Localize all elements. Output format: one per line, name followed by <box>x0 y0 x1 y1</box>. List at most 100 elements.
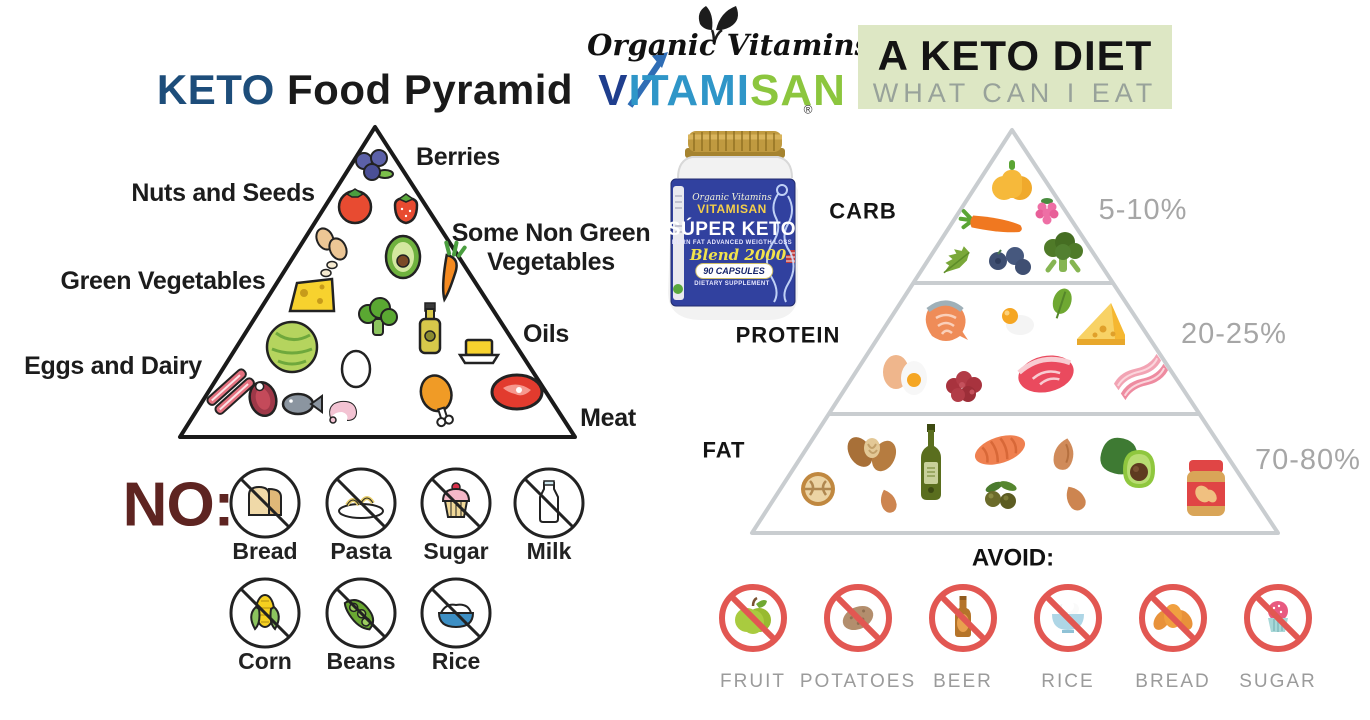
right-title-box <box>858 25 1172 109</box>
raspberry-icon <box>1035 198 1059 225</box>
label-meat: Meat <box>580 403 636 432</box>
bottle-blend: Blend 2000 <box>689 246 787 264</box>
left-title-rest: Food Pyramid <box>287 65 574 113</box>
no-rice-badge <box>420 577 492 649</box>
bottle-supplement-note: DIETARY SUPPLEMENT <box>694 281 770 287</box>
avoid-label-beer: BEER <box>933 671 993 693</box>
avoid-label-rice: RICE <box>1041 671 1095 693</box>
registered-mark: ® <box>803 102 813 117</box>
left-title-highlight: KETO <box>156 65 275 113</box>
brand-tagline: Organic Vitamins <box>587 27 871 62</box>
avoid-label-bread: BREAD <box>1135 671 1211 693</box>
avoid-label-fruit: FRUIT <box>720 671 786 693</box>
blueberries-icon <box>355 149 394 181</box>
salmon-fillet-icon <box>974 435 1026 465</box>
olive-oil-bottle-icon <box>921 424 941 500</box>
bottle-subline: BURN FAT ADVANCED WEIGTH LOSS <box>671 240 793 246</box>
avoid-rice-badge <box>1034 584 1102 652</box>
oil-bottle-icon <box>418 302 442 355</box>
label-nongreen-2: Vegetables <box>487 247 615 276</box>
avoid-heading: AVOID: <box>971 544 1055 572</box>
walnut-icon <box>801 472 835 506</box>
left-title: KETO Food Pyramid <box>156 65 574 113</box>
strawberry-icon <box>393 193 419 225</box>
bacon-icon <box>206 368 255 415</box>
ground-meat-icon <box>946 371 982 402</box>
logo-leaf-icon <box>698 6 738 45</box>
no-corn-badge <box>229 577 301 649</box>
bottle-tagline: Organic Vitamins <box>692 193 772 203</box>
tier-protein-label: PROTEIN <box>735 322 841 348</box>
bottle-product-name: SÚPER KETO <box>667 219 797 240</box>
banned-label-milk: Milk <box>526 537 572 564</box>
right-subtitle: WHAT CAN I EAT <box>872 77 1158 108</box>
shrimp-icon <box>329 400 358 424</box>
brand-v: V <box>598 65 629 115</box>
carrot-icon <box>441 240 467 303</box>
chicken-leg-icon <box>419 374 454 428</box>
no-beans-badge <box>325 577 397 649</box>
butter-icon <box>457 338 501 365</box>
banned-label-rice: Rice <box>431 647 481 674</box>
tier-fat-pct: 70-80% <box>1255 443 1361 476</box>
avoid-beer-badge <box>929 584 997 652</box>
silhouette-icon <box>766 184 795 303</box>
label-oils: Oils <box>522 319 570 348</box>
tier-carb-pct: 5-10% <box>1098 193 1188 226</box>
banned-label-beans: Beans <box>326 647 396 674</box>
almond2-icon <box>1066 486 1086 511</box>
tier-carb-label: CARB <box>829 198 897 224</box>
banned-label-pasta: Pasta <box>330 537 392 564</box>
avoid-sugar-badge <box>1244 584 1312 652</box>
label-green-veg: Green Vegetables <box>60 266 266 295</box>
label-berries: Berries <box>415 142 501 171</box>
cheese-flat-icon <box>1077 303 1125 345</box>
avocado-flat-icon <box>1100 437 1155 488</box>
blueberries-flat-icon <box>989 247 1031 275</box>
peanuts-icon <box>315 227 348 278</box>
no-bread-badge <box>229 467 301 539</box>
brand-san: SAN <box>749 65 846 115</box>
ham-icon <box>248 380 278 418</box>
egg-icon <box>340 349 372 389</box>
bottle-brand: VITAMISAN <box>697 202 767 216</box>
brand-wordmark: VITAMISAN <box>598 65 846 115</box>
no-heading: NO: <box>122 470 235 540</box>
steak-icon <box>490 373 544 411</box>
label-nongreen-1: Some Non Green <box>451 218 651 247</box>
cheese-icon <box>288 277 336 313</box>
boiled-eggs-icon <box>883 355 927 395</box>
pecans-icon <box>847 437 897 472</box>
tomato-icon <box>337 188 373 225</box>
broccoli-flat-icon <box>1044 232 1083 273</box>
carrot-flat-icon <box>958 209 1022 233</box>
broccoli-icon <box>358 297 398 336</box>
steak-flat-icon <box>1017 355 1074 393</box>
banned-badges <box>229 467 585 649</box>
no-pasta-badge <box>325 467 397 539</box>
avoid-fruit-badge <box>719 584 787 652</box>
peanut-butter-jar-icon <box>1187 460 1225 516</box>
salmon-steak-icon <box>925 300 968 341</box>
fried-egg-icon <box>990 300 1034 335</box>
banned-label-corn: Corn <box>238 647 292 674</box>
right-keto-pyramid <box>750 128 1280 535</box>
avoid-bread-badge <box>1139 584 1207 652</box>
tier-protein-pct: 20-25% <box>1181 317 1287 350</box>
almond-small-icon <box>880 489 897 513</box>
label-nuts-seeds: Nuts and Seeds <box>131 178 315 207</box>
brand-itami: ITAMI <box>628 65 750 115</box>
logo-arrow-icon <box>627 52 668 108</box>
fish-icon <box>281 392 323 416</box>
avoid-label-sugar: SUGAR <box>1239 671 1317 693</box>
left-food-pyramid <box>178 125 577 439</box>
avoid-badges <box>719 584 1312 652</box>
spinach-leaf-icon <box>1052 288 1072 319</box>
arugula-icon <box>943 246 970 274</box>
right-title: A KETO DIET <box>877 31 1153 79</box>
almond-icon <box>1053 438 1074 470</box>
no-milk-badge <box>513 467 585 539</box>
avoid-label-potatoes: POTATOES <box>799 671 917 693</box>
